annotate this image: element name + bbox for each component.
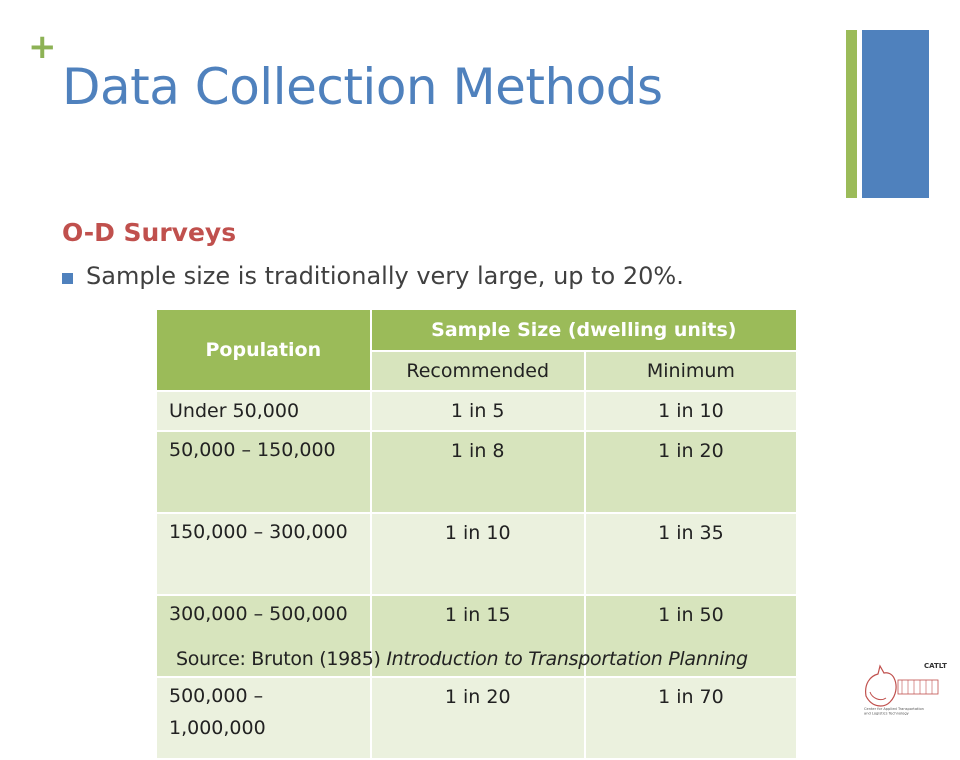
section-subtitle: O-D Surveys [62, 218, 237, 247]
logo-caption-line2: and Logistics Technology [864, 712, 910, 716]
cell-population: 150,000 – 300,000 [155, 512, 372, 596]
accent-bar-green [846, 30, 857, 198]
logo-caption-line1: Center for Applied Transportation [864, 707, 924, 711]
cell-population: 500,000 – 1,000,000 [155, 676, 372, 760]
catlt-logo: CATLT Center for Applied Transportation … [864, 662, 947, 716]
cell-minimum: 1 in 70 [583, 676, 799, 760]
cell-minimum: 1 in 20 [583, 430, 799, 514]
table-row: 50,000 – 150,000 1 in 8 1 in 20 [155, 430, 799, 514]
table-row: 150,000 – 300,000 1 in 10 1 in 35 [155, 512, 799, 596]
header-sample-size: Sample Size (dwelling units) [369, 308, 799, 352]
sample-size-table: Population Sample Size (dwelling units) … [155, 308, 799, 760]
cell-minimum: 1 in 10 [583, 390, 799, 432]
subheader-minimum: Minimum [583, 350, 799, 392]
page-title: Data Collection Methods [62, 58, 663, 116]
bullet-item: Sample size is traditionally very large,… [62, 262, 684, 290]
table-row: 300,000 – 500,000 1 in 15 1 in 50 [155, 594, 799, 678]
subheader-recommended: Recommended [369, 350, 586, 392]
accent-bar-blue [862, 30, 929, 198]
cell-recommended: 1 in 10 [369, 512, 586, 596]
bullet-square-icon [62, 272, 73, 284]
plus-mark: + [28, 27, 57, 67]
source-book-title: Introduction to Transportation Planning [386, 648, 748, 670]
cell-population: 300,000 – 500,000 [155, 594, 372, 678]
cell-recommended: 1 in 8 [369, 430, 586, 514]
cell-recommended: 1 in 5 [369, 390, 586, 432]
source-citation: Source: Bruton (1985) Introduction to Tr… [176, 648, 748, 670]
cell-recommended: 1 in 15 [369, 594, 586, 678]
logo-name: CATLT [924, 662, 947, 670]
table-row: 500,000 – 1,000,000 1 in 20 1 in 70 [155, 676, 799, 760]
cell-minimum: 1 in 35 [583, 512, 799, 596]
source-prefix: Source: Bruton (1985) [176, 648, 387, 670]
table-row: Under 50,000 1 in 5 1 in 10 [155, 390, 799, 432]
cell-minimum: 1 in 50 [583, 594, 799, 678]
bullet-text: Sample size is traditionally very large,… [86, 262, 684, 290]
cell-population: 50,000 – 150,000 [155, 430, 372, 514]
header-population: Population [155, 308, 372, 392]
cell-population: Under 50,000 [155, 390, 372, 432]
cell-recommended: 1 in 20 [369, 676, 586, 760]
